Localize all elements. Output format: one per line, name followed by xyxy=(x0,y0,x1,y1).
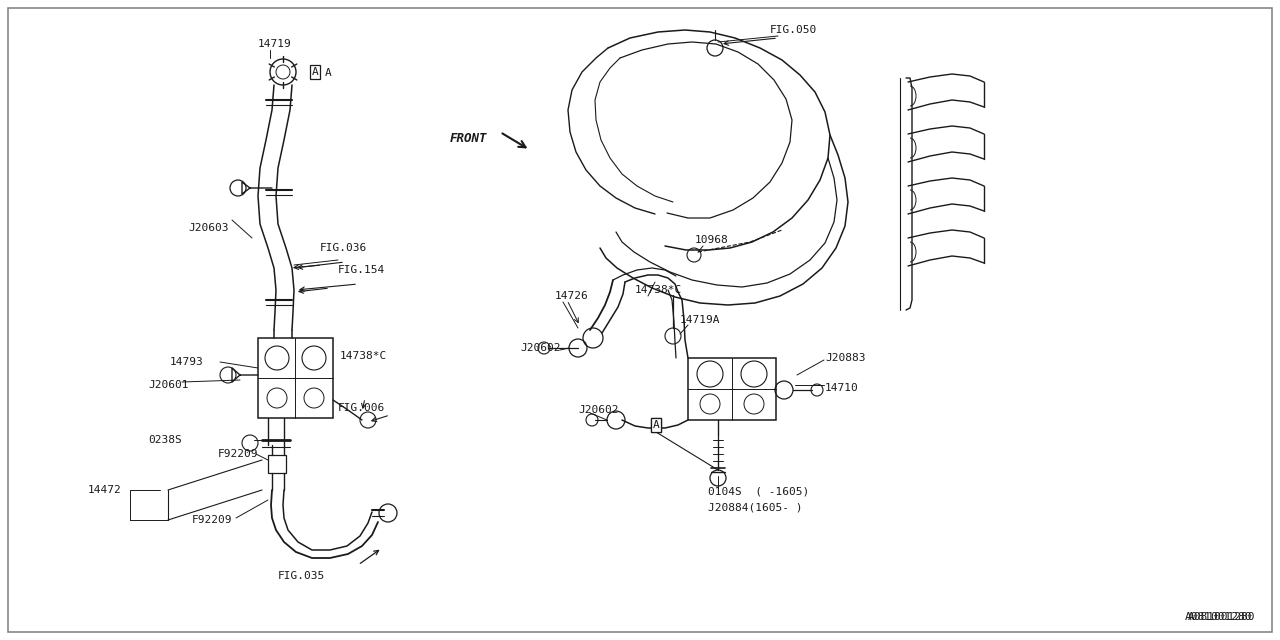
Text: J20602: J20602 xyxy=(520,343,561,353)
Text: 14710: 14710 xyxy=(826,383,859,393)
Text: 14719A: 14719A xyxy=(680,315,721,325)
Text: 14793: 14793 xyxy=(170,357,204,367)
Text: A: A xyxy=(653,420,659,430)
Text: FIG.154: FIG.154 xyxy=(338,265,385,275)
Text: J20883: J20883 xyxy=(826,353,865,363)
Text: J20884(1605- ): J20884(1605- ) xyxy=(708,503,803,513)
Text: FIG.050: FIG.050 xyxy=(771,25,817,35)
Text: A081001280: A081001280 xyxy=(1188,612,1254,622)
Text: FIG.035: FIG.035 xyxy=(278,571,325,581)
Text: 14472: 14472 xyxy=(88,485,122,495)
Text: A: A xyxy=(653,420,659,430)
Text: 0104S  ( -1605): 0104S ( -1605) xyxy=(708,487,809,497)
Text: 14719: 14719 xyxy=(259,39,292,49)
Text: F92209: F92209 xyxy=(192,515,233,525)
Text: F92209: F92209 xyxy=(218,449,259,459)
Text: A: A xyxy=(325,68,332,78)
Text: J20602: J20602 xyxy=(579,405,618,415)
Text: A081001280: A081001280 xyxy=(1184,612,1252,622)
Bar xyxy=(268,455,285,473)
Text: 14726: 14726 xyxy=(556,291,589,301)
Text: 14738*C: 14738*C xyxy=(340,351,388,361)
Bar xyxy=(259,338,333,418)
Text: 0238S: 0238S xyxy=(148,435,182,445)
Text: FIG.036: FIG.036 xyxy=(320,243,367,253)
Text: 14738*C: 14738*C xyxy=(635,285,682,295)
Text: J20603: J20603 xyxy=(188,223,229,233)
Text: J20601: J20601 xyxy=(148,380,188,390)
Bar xyxy=(689,358,776,420)
Text: A: A xyxy=(311,67,319,77)
Text: FRONT: FRONT xyxy=(451,131,488,145)
Text: FIG.006: FIG.006 xyxy=(338,403,385,413)
Text: 10968: 10968 xyxy=(695,235,728,245)
